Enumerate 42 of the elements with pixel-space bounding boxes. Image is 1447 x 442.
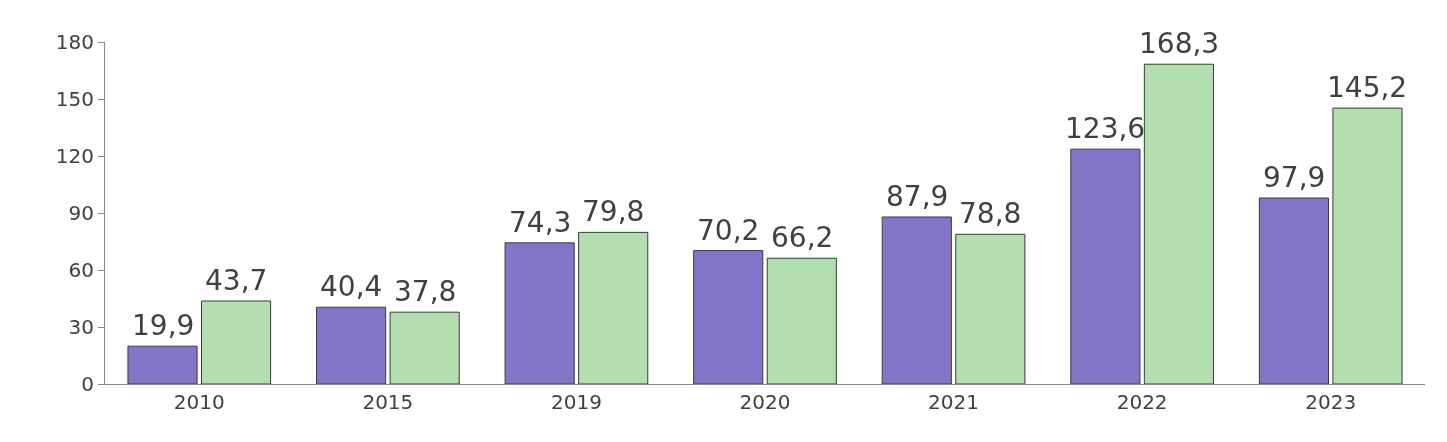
x-tick-label: 2019 — [550, 390, 602, 414]
data-label: 74,3 — [509, 206, 572, 239]
x-tick-label: 2021 — [928, 390, 980, 414]
y-tick-label: 60 — [68, 258, 94, 282]
y-tick-label: 30 — [68, 315, 94, 339]
x-tick-label: 2020 — [739, 390, 791, 414]
bar — [200, 300, 272, 384]
bar — [693, 250, 764, 384]
bar — [389, 311, 460, 384]
data-label: 66,2 — [771, 221, 834, 254]
data-label: 87,9 — [886, 180, 949, 213]
y-tick-label: 180 — [55, 30, 94, 54]
data-label: 145,2 — [1327, 71, 1408, 104]
y-tick-label: 120 — [55, 144, 94, 168]
bar — [127, 345, 198, 384]
x-tick-label: 2022 — [1116, 390, 1168, 414]
data-label: 40,4 — [320, 270, 383, 303]
data-label: 97,9 — [1263, 161, 1326, 194]
x-tick-label: 2023 — [1305, 390, 1357, 414]
data-label: 78,8 — [959, 197, 1022, 230]
data-label: 37,8 — [394, 275, 457, 308]
bar — [881, 216, 952, 384]
bar — [1258, 197, 1330, 384]
bar — [1070, 148, 1141, 384]
bar — [1143, 63, 1214, 384]
data-label: 43,7 — [205, 264, 268, 297]
bar — [955, 233, 1026, 384]
bar — [766, 257, 837, 384]
bar — [1332, 107, 1403, 384]
data-label: 79,8 — [582, 195, 645, 228]
bar — [578, 231, 649, 384]
bar — [504, 242, 575, 384]
bar — [316, 306, 387, 384]
data-label: 70,2 — [697, 214, 760, 247]
x-tick-label: 2010 — [173, 390, 225, 414]
y-tick-label: 0 — [81, 372, 94, 396]
x-tick-label: 2015 — [362, 390, 414, 414]
data-label: 123,6 — [1065, 112, 1146, 145]
y-tick-label: 150 — [55, 87, 94, 111]
data-label: 19,9 — [132, 309, 195, 342]
y-tick-label: 90 — [68, 201, 94, 225]
data-label: 168,3 — [1139, 27, 1220, 60]
